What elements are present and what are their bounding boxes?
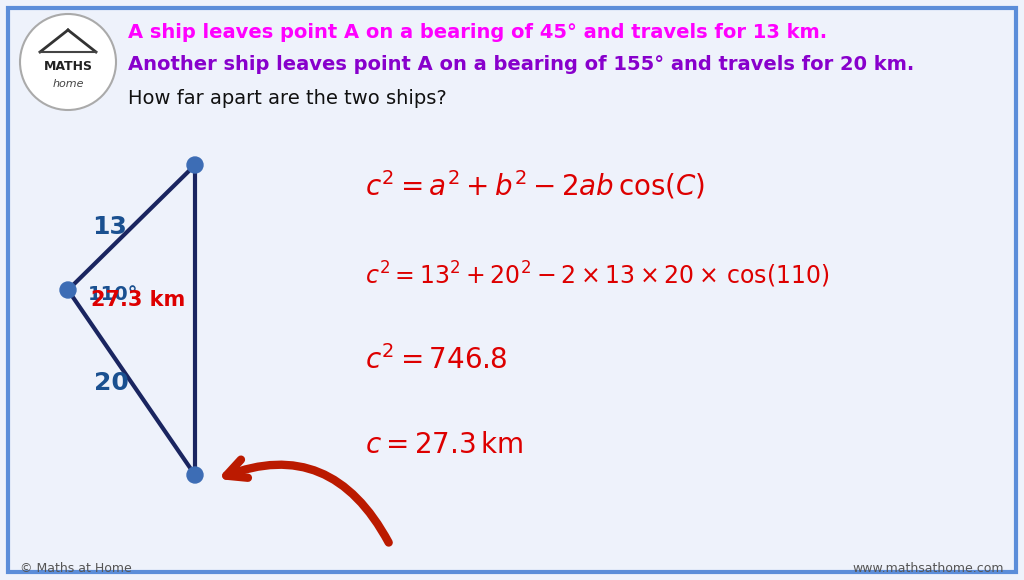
FancyArrowPatch shape [226,459,389,542]
Text: 27.3 km: 27.3 km [91,290,185,310]
Text: © Maths at Home: © Maths at Home [20,561,132,575]
Text: 110°: 110° [88,285,138,305]
Text: www.mathsathome.com: www.mathsathome.com [853,561,1004,575]
Text: How far apart are the two ships?: How far apart are the two ships? [128,89,446,107]
Circle shape [187,157,203,173]
FancyBboxPatch shape [8,8,1016,572]
Text: $c = 27.3\,\mathrm{km}$: $c = 27.3\,\mathrm{km}$ [365,431,523,459]
Text: $c^2 = 746.8$: $c^2 = 746.8$ [365,345,508,375]
Text: MATHS: MATHS [43,60,92,74]
Text: home: home [52,79,84,89]
Text: $c^2 = a^2 + b^2 - 2ab\,\cos(C)$: $c^2 = a^2 + b^2 - 2ab\,\cos(C)$ [365,169,706,201]
Text: 20: 20 [94,371,129,394]
Text: $c^2 = 13^2 + 20^2 - 2 \times 13 \times 20 \times\, \cos(110)$: $c^2 = 13^2 + 20^2 - 2 \times 13 \times … [365,260,829,290]
Circle shape [20,14,116,110]
Text: Another ship leaves point A on a bearing of 155° and travels for 20 km.: Another ship leaves point A on a bearing… [128,55,914,74]
Circle shape [187,467,203,483]
Circle shape [60,282,76,298]
Text: 13: 13 [92,216,127,240]
Text: A ship leaves point A on a bearing of 45° and travels for 13 km.: A ship leaves point A on a bearing of 45… [128,23,827,42]
